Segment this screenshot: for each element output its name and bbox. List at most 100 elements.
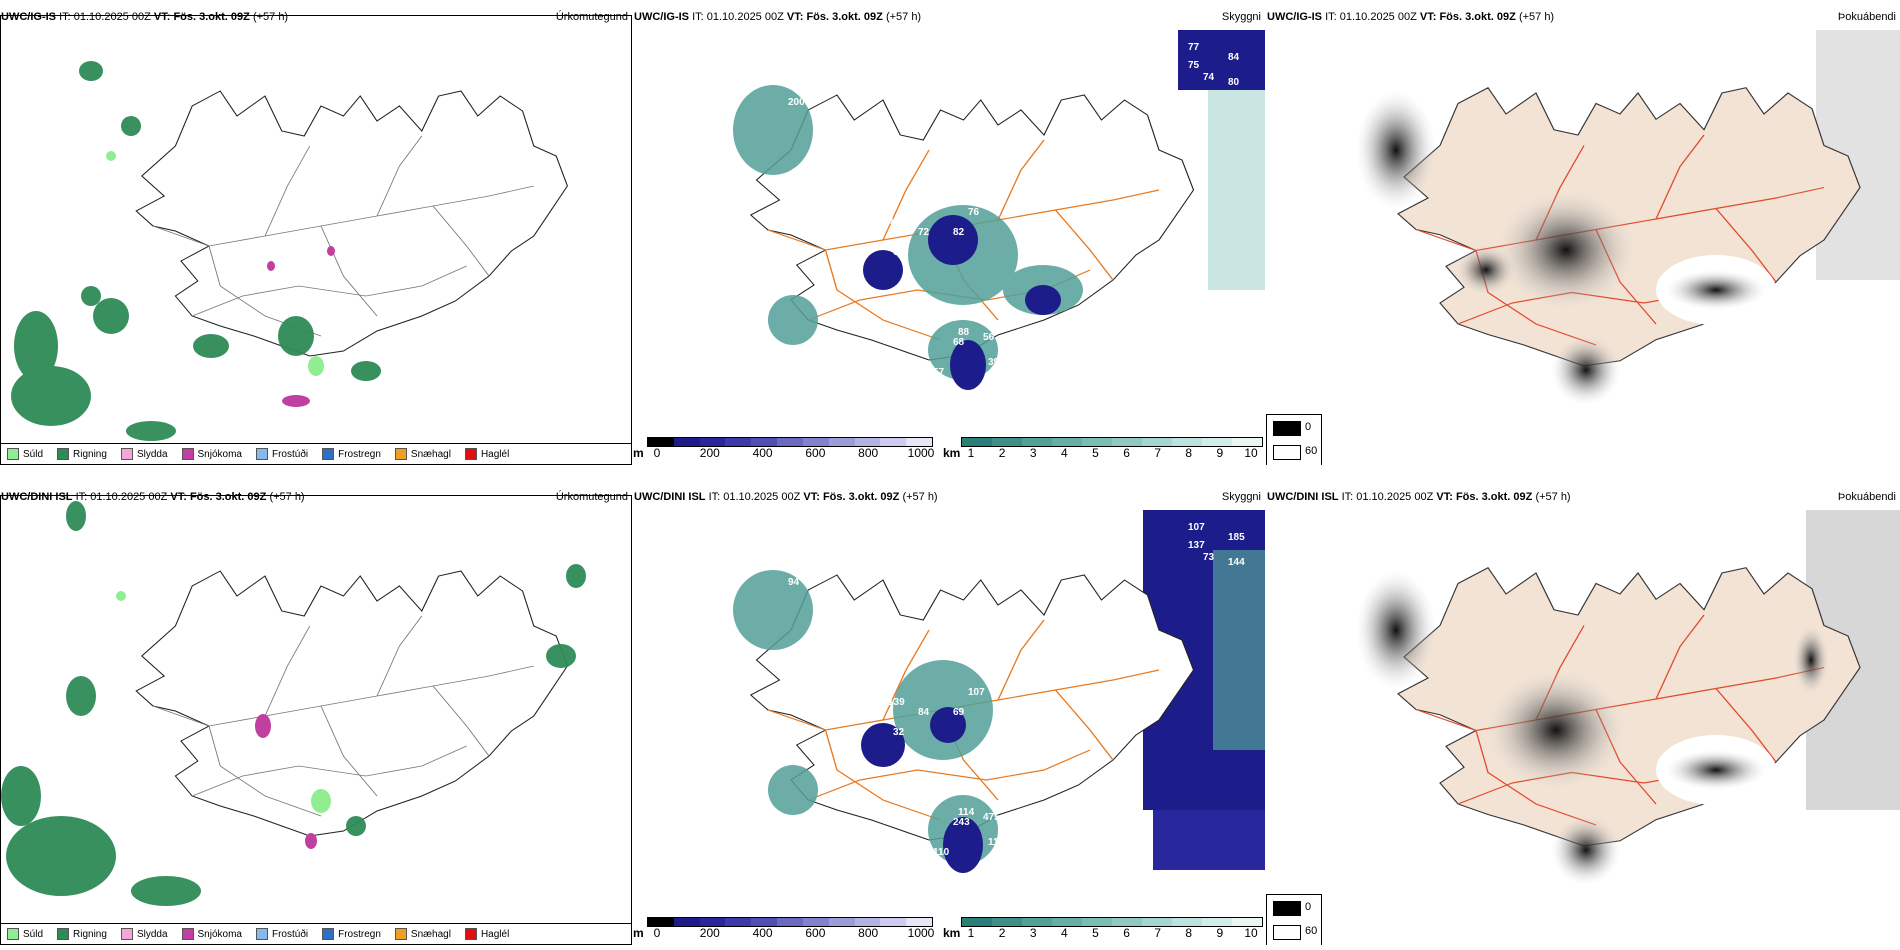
vt-value: Fös. 3.okt. 09Z xyxy=(173,11,250,23)
panel-header: UWC/IG-IS IT: 01.10.2025 00Z VT: Fös. 3.… xyxy=(0,10,632,24)
colorbar-tick-label: 6 xyxy=(1123,926,1130,940)
visibility-value-label: 82 xyxy=(1033,752,1045,763)
colorbar-tick-label: 6 xyxy=(1123,446,1130,460)
colorbar-tick-label: 0 xyxy=(653,926,661,940)
visibility-value-label: 94 xyxy=(788,577,800,588)
precip-panel-row1: UWC/IG-IS IT: 01.10.2025 00Z VT: Fös. 3.… xyxy=(0,10,632,465)
visibility-value-label: 32 xyxy=(893,727,905,738)
colorbar-segment xyxy=(828,438,855,446)
visibility-value-label: 69 xyxy=(953,707,965,718)
colorbar-tick-label: 10 xyxy=(1244,446,1258,460)
colorbar-tick-label: 200 xyxy=(699,926,720,940)
colorbar-tick-label: 600 xyxy=(805,446,826,460)
panel-title: Þokuábendi xyxy=(1837,11,1896,23)
colorbar-segment xyxy=(699,918,726,926)
colorbar-segment xyxy=(1022,918,1052,926)
visibility-unit: km xyxy=(943,446,961,460)
colorbar-segment xyxy=(962,438,992,446)
colorbar-segment xyxy=(751,918,778,926)
colorbar-tick-label: 600 xyxy=(805,926,826,940)
colorbar-tick-label: 1 xyxy=(967,926,975,940)
model-name: UWC/IG-IS xyxy=(634,11,689,23)
colorbar-tick-label: 8 xyxy=(1185,926,1193,940)
colorbar-tick-label: 7 xyxy=(1154,446,1161,460)
ceiling-unit: m xyxy=(633,446,644,460)
colorbar-segment xyxy=(992,918,1022,926)
precip-map: Súld Rigning Slydda Snjókoma Frostúði Fr… xyxy=(0,15,632,465)
colorbar-tick-label: 9 xyxy=(1216,926,1224,940)
colorbar-segment xyxy=(673,918,700,926)
colorbar-segment xyxy=(1082,918,1112,926)
it-value: 01.10.2025 00Z xyxy=(73,11,151,23)
visibility-value-label: 46 xyxy=(888,217,900,228)
legend-item-snaehagl: Snæhagl xyxy=(394,448,451,460)
colorbar-segment xyxy=(1022,438,1052,446)
ceiling-colorbar: m 0 200 400 600 800 1000 xyxy=(633,917,935,945)
fog-panel-row1: UWC/IG-IS IT: 01.10.2025 00Z VT: Fös. 3.… xyxy=(1266,10,1900,465)
visibility-value-label: 89 xyxy=(838,677,850,688)
colorbar-segment xyxy=(1052,438,1082,446)
vt-label: VT: xyxy=(153,11,171,23)
lead-time: (+57 h) xyxy=(252,11,289,23)
precip-map: Súld Rigning Slydda Snjókoma Frostúði Fr… xyxy=(0,495,632,945)
colorbar-segment xyxy=(1112,918,1142,926)
fog-legend: 0 60 xyxy=(1266,414,1322,465)
colorbar-segment xyxy=(1202,438,1232,446)
colorbar-segment xyxy=(1082,438,1112,446)
visibility-value-label: 40 xyxy=(873,802,885,813)
visibility-map: 107 185 137 73 144 94 80 107 69 84 32 139 83 92 114 475… xyxy=(633,510,1265,905)
visibility-value-label: 144 xyxy=(1228,557,1245,568)
visibility-value-label: 185 xyxy=(1228,532,1245,543)
colorbar-segment xyxy=(648,918,674,926)
colorbar-segment xyxy=(725,918,752,926)
fog-map xyxy=(1266,510,1900,930)
visibility-panel-row1: UWC/IG-IS IT: 01.10.2025 00Z VT: Fös. 3.… xyxy=(633,10,1265,465)
panel-header: UWC/IG-IS IT: 01.10.2025 00Z VT: Fös. 3.… xyxy=(634,11,1261,23)
visibility-value-label: 243 xyxy=(953,817,970,828)
colorbar-segment xyxy=(699,438,726,446)
panel-header: UWC/DINI ISL IT: 01.10.2025 00Z VT: Fös.… xyxy=(1,491,628,503)
colorbar-tick-label: 9 xyxy=(1216,446,1224,460)
colorbar-tick-label: 1000 xyxy=(907,446,935,460)
colorbar-segment xyxy=(854,438,881,446)
visibility-value-label: 107 xyxy=(1188,522,1205,533)
precip-panel-row2: UWC/DINI ISL IT: 01.10.2025 00Z VT: Fös.… xyxy=(0,490,632,945)
visibility-value-label: 68 xyxy=(953,337,965,348)
colorbar-segment xyxy=(906,438,932,446)
visibility-map: 77 84 75 74 80 200 384 76 82 72 69 46 145 126 88 56 68 39… xyxy=(633,30,1265,425)
visibility-value-label: 145 xyxy=(1043,242,1060,253)
visibility-value-label: 82 xyxy=(953,227,965,238)
colorbar-segment xyxy=(880,918,907,926)
visibility-value-label: 39 xyxy=(988,357,1000,368)
colorbar-segment xyxy=(673,438,700,446)
precip-legend: Súld Rigning Slydda Snjókoma Frostúði Fr… xyxy=(1,443,631,464)
colorbar-segment xyxy=(1112,438,1142,446)
colorbar-tick-label: 5 xyxy=(1092,926,1099,940)
colorbar-segment xyxy=(1202,918,1232,926)
visibility-value-label: 475 xyxy=(983,812,1000,823)
colorbar-tick-label: 1000 xyxy=(907,926,935,940)
it-label: IT: xyxy=(59,11,71,23)
colorbar-tick-label: 200 xyxy=(699,446,720,460)
legend-item-haglel: Haglél xyxy=(464,448,509,460)
colorbar-segment xyxy=(802,918,829,926)
colorbar-tick-label: 800 xyxy=(858,446,879,460)
colorbar-tick-label: 400 xyxy=(752,926,773,940)
fog-map-svg xyxy=(1356,510,1900,885)
panel-header: UWC/DINI ISL IT: 01.10.2025 00Z VT: Fös.… xyxy=(1267,491,1896,503)
legend-item-frostudi: Frostúði xyxy=(255,448,308,460)
colorbar-segment xyxy=(1232,438,1262,446)
visibility-value-label: 56 xyxy=(983,332,995,343)
colorbar-tick-label: 7 xyxy=(1154,926,1161,940)
visibility-value-label: 83 xyxy=(1043,722,1055,733)
panel-title: Úrkomutegund xyxy=(555,491,628,503)
visibility-value-label: 73 xyxy=(823,342,835,353)
visibility-value-label: 72 xyxy=(918,227,930,238)
fog-legend-max: 60 xyxy=(1305,445,1318,457)
visibility-value-label: 117 xyxy=(988,837,1005,848)
visibility-value-label: 384 xyxy=(1028,177,1045,188)
visibility-value-label: 66 xyxy=(823,822,835,833)
visibility-value-label: 84 xyxy=(918,707,930,718)
visibility-value-label: 137 xyxy=(1188,540,1205,551)
